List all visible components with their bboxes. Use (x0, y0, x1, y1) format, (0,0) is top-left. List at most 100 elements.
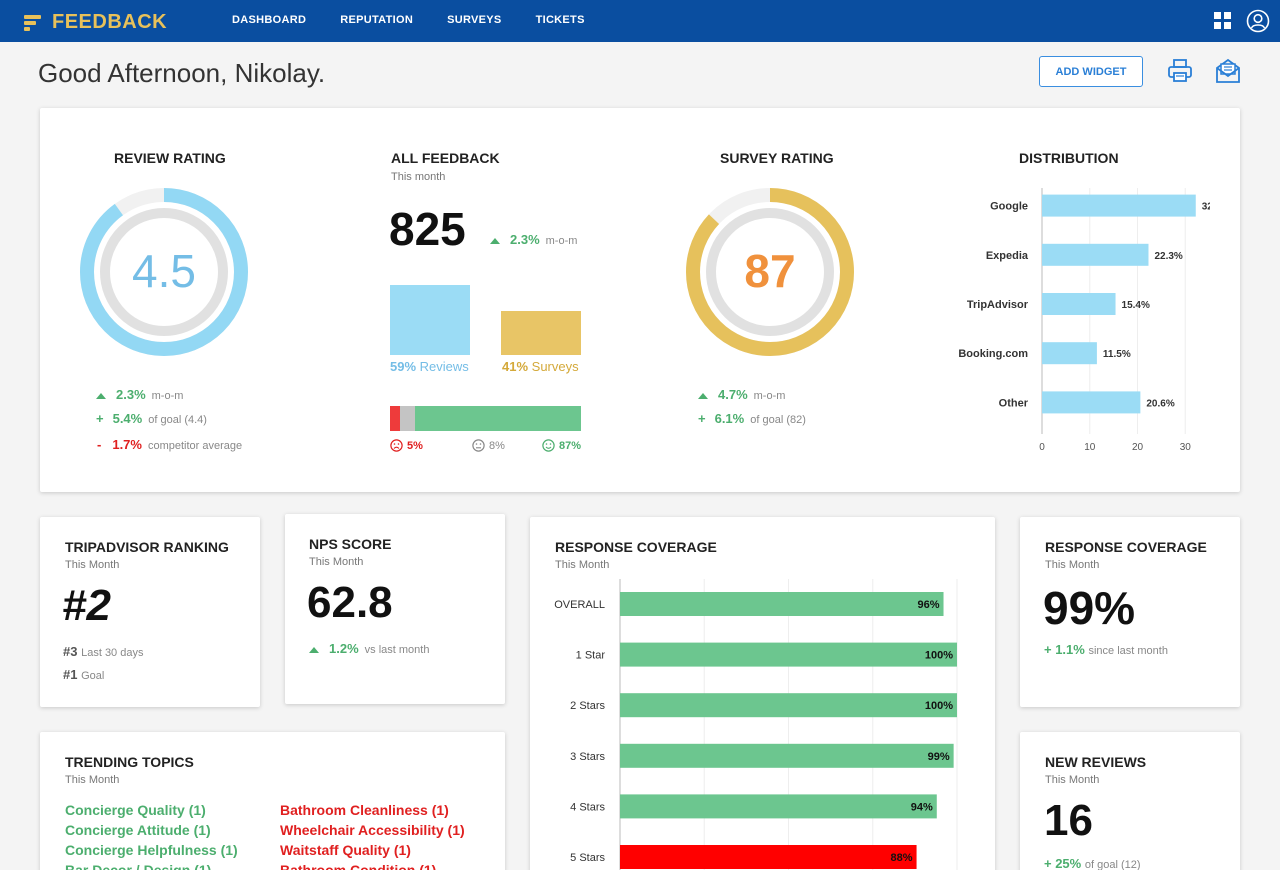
all-feedback-title: ALL FEEDBACK (391, 150, 500, 166)
review-rating-mom: 2.3% m-o-m (96, 387, 183, 402)
distribution-chart: Google 32.2% Expedia 22.3% TripAdvisor 15.4% B… (958, 188, 1210, 453)
response-coverage-chart-card: RESPONSE COVERAGE This Month OVERALL 96% 1… (530, 517, 995, 870)
coverage-bar (620, 693, 957, 718)
value-label: 96% (917, 599, 939, 611)
neutral-segment (399, 406, 415, 431)
survey-rating-title: SURVEY RATING (720, 150, 834, 166)
nps-title: NPS SCORE (309, 536, 392, 552)
neutral-face-icon (472, 439, 485, 452)
negative-topics-list: Bathroom Cleanliness (1) Wheelchair Acce… (280, 800, 465, 870)
distribution-title: DISTRIBUTION (1019, 150, 1119, 166)
category-label: 3 Stars (570, 751, 605, 763)
happy-face-icon (542, 439, 555, 452)
reviews-share-label: 59% Reviews (390, 359, 469, 374)
logo-icon (24, 14, 42, 32)
nav-surveys[interactable]: SURVEYS (447, 14, 502, 26)
negative-topic[interactable]: Waitstaff Quality (1) (280, 842, 411, 858)
new-reviews-value: 16 (1044, 796, 1093, 845)
tripadvisor-goal: #1 Goal (63, 667, 105, 682)
positive-segment (414, 406, 581, 431)
sentiment-bar (390, 406, 581, 431)
trending-subtitle: This Month (65, 774, 120, 786)
distribution-bar (1042, 293, 1116, 315)
response-coverage-value: 99% (1043, 582, 1136, 634)
apps-grid-icon[interactable] (1214, 12, 1232, 30)
category-label: Google (990, 201, 1028, 213)
coverage-bar (620, 845, 917, 869)
category-label: Expedia (986, 250, 1029, 262)
negative-topic[interactable]: Bathroom Cleanliness (1) (280, 802, 449, 818)
trending-title: TRENDING TOPICS (65, 754, 194, 770)
up-arrow-icon (96, 393, 106, 399)
category-label: Other (999, 397, 1029, 409)
positive-topic[interactable]: Concierge Helpfulness (1) (65, 842, 238, 858)
main-nav: DASHBOARD REPUTATION SURVEYS TICKETS (232, 14, 585, 26)
negative-topic[interactable]: Wheelchair Accessibility (1) (280, 822, 465, 838)
positive-topic[interactable]: Concierge Quality (1) (65, 802, 206, 818)
overview-card: REVIEW RATING 4.5 2.3% m-o-m + 5.4% of g… (40, 108, 1240, 492)
sad-face-icon (390, 439, 403, 452)
response-coverage-change: + 1.1% since last month (1044, 642, 1168, 657)
distribution-bar (1042, 194, 1196, 217)
survey-rating-mom: 4.7% m-o-m (698, 387, 785, 402)
category-label: 1 Star (576, 650, 606, 662)
tick-label: 20 (1132, 442, 1144, 453)
nps-score-card: NPS SCORE This Month 62.8 1.2% vs last m… (285, 514, 505, 704)
positive-topic[interactable]: Concierge Attitude (1) (65, 822, 211, 838)
nps-change: 1.2% vs last month (309, 641, 429, 656)
value-label: 88% (891, 852, 913, 864)
category-label: Booking.com (958, 348, 1028, 360)
nav-tickets[interactable]: TICKETS (535, 14, 585, 26)
nps-subtitle: This Month (309, 556, 364, 568)
value-label: 20.6% (1146, 398, 1174, 409)
coverage-bar (620, 743, 954, 768)
tripadvisor-ranking-card: TRIPADVISOR RANKING This Month #2 #3 Las… (40, 517, 260, 707)
greeting-title: Good Afternoon, Nikolay. (38, 58, 326, 88)
response-coverage-title: RESPONSE COVERAGE (1045, 539, 1207, 555)
survey-rating-gauge: 87 (686, 188, 854, 356)
review-rating-value: 4.5 (132, 245, 196, 297)
value-label: 32.2% (1202, 202, 1210, 213)
user-account-icon[interactable] (1246, 9, 1270, 33)
new-reviews-title: NEW REVIEWS (1045, 754, 1147, 770)
negative-segment (390, 406, 400, 431)
review-rating-competitor: - 1.7% competitor average (97, 437, 243, 452)
category-label: OVERALL (554, 599, 605, 611)
app-logo[interactable]: FEEDBACK (24, 11, 167, 34)
new-reviews-card: NEW REVIEWS This Month 16 + 25% of goal … (1020, 732, 1240, 870)
tripadvisor-title: TRIPADVISOR RANKING (65, 539, 229, 555)
category-label: 4 Stars (570, 801, 605, 813)
coverage-bar (620, 642, 957, 667)
positive-sentiment-label: 87% (542, 439, 581, 452)
value-label: 100% (925, 650, 953, 662)
review-rating-title: REVIEW RATING (114, 150, 226, 166)
distribution-bar (1042, 391, 1141, 414)
negative-topic[interactable]: Bathroom Condition (1) (280, 862, 437, 870)
response-chart-subtitle: This Month (555, 559, 610, 571)
reviews-share-block (390, 285, 470, 355)
category-label: 2 Stars (570, 700, 605, 712)
category-label: 5 Stars (570, 852, 605, 864)
up-arrow-icon (698, 393, 708, 399)
nav-reputation[interactable]: REPUTATION (340, 14, 414, 26)
positive-topic[interactable]: Bar Decor / Design (1) (65, 862, 212, 870)
neutral-sentiment-label: 8% (472, 439, 505, 452)
tick-label: 0 (1039, 442, 1045, 453)
response-chart-title: RESPONSE COVERAGE (555, 539, 717, 555)
add-widget-button[interactable]: ADD WIDGET (1039, 56, 1143, 87)
all-feedback-change: 2.3% m-o-m (490, 232, 577, 247)
response-coverage-subtitle: This Month (1045, 559, 1100, 571)
value-label: 22.3% (1154, 251, 1182, 262)
nps-value: 62.8 (307, 578, 393, 627)
all-feedback-value: 825 (389, 203, 466, 255)
up-arrow-icon (490, 238, 500, 244)
printer-icon[interactable] (1167, 58, 1193, 84)
email-icon[interactable] (1215, 58, 1241, 84)
top-navigation-bar: FEEDBACK DASHBOARD REPUTATION SURVEYS TI… (0, 0, 1280, 42)
nav-dashboard[interactable]: DASHBOARD (232, 14, 307, 26)
all-feedback-subtitle: This month (391, 171, 446, 183)
review-rating-goal: + 5.4% of goal (4.4) (96, 411, 207, 426)
review-rating-gauge: 4.5 (80, 188, 248, 356)
value-label: 94% (911, 801, 933, 813)
value-label: 11.5% (1103, 349, 1131, 360)
